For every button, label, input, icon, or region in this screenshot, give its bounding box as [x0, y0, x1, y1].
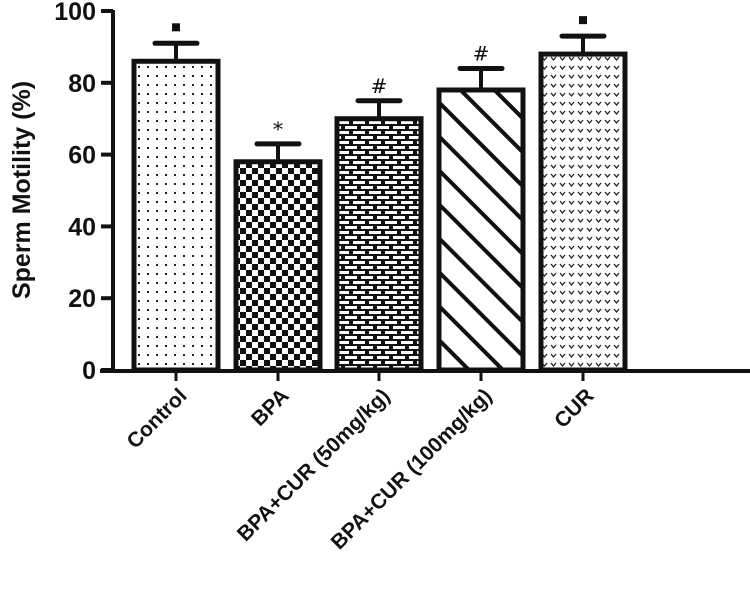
y-axis-label: Sperm Motility (%) [8, 81, 36, 299]
bar-control [131, 23, 221, 373]
x-tick-label: Control [122, 384, 191, 453]
bar-bpa-cur-100mg-kg-: # [436, 41, 526, 373]
significance-marker: * [273, 117, 283, 141]
significance-marker [172, 23, 180, 32]
y-tick-label: 20 [68, 285, 96, 313]
significance-marker [579, 16, 587, 25]
bar-bpa-cur-50mg-kg-: # [334, 74, 424, 373]
y-tick-label: 40 [68, 213, 96, 241]
y-tick-label: 80 [68, 70, 96, 98]
x-tick-label: CUR [550, 384, 598, 432]
significance-marker: # [371, 74, 388, 98]
svg-text:Sperm Motility (%): Sperm Motility (%) [8, 81, 36, 299]
y-tick-label: 60 [68, 142, 96, 170]
x-axis [100, 369, 750, 381]
bar-bpa: * [233, 117, 323, 373]
bar-cur [538, 16, 628, 373]
y-tick-label: 0 [82, 357, 96, 385]
y-tick-label: 100 [54, 0, 96, 26]
bars: * # # [131, 16, 628, 373]
significance-marker: # [473, 41, 490, 65]
y-axis: 0 20 40 60 80 100 [54, 0, 115, 385]
x-tick-label: BPA [247, 384, 294, 431]
